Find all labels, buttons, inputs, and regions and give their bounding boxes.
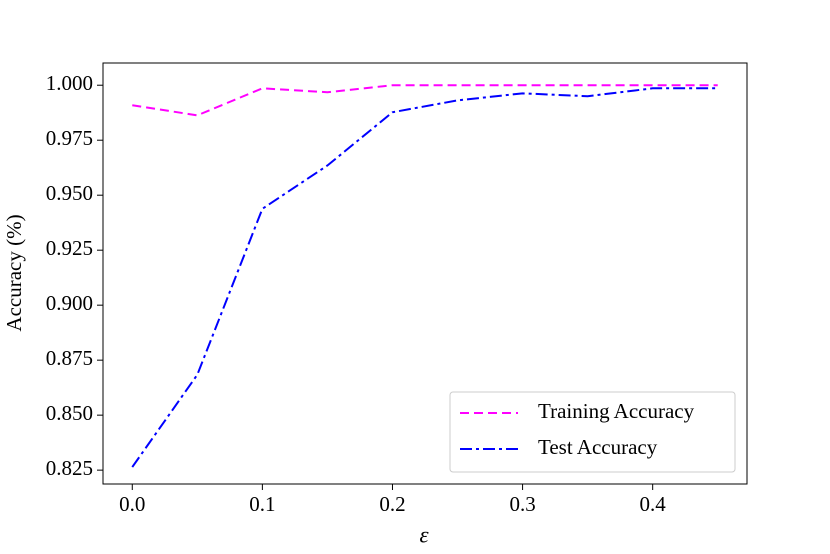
x-tick-label: 0.0 [119,492,145,516]
y-tick-label: 0.925 [46,236,93,260]
y-tick-label: 1.000 [46,71,93,95]
plot-frame [102,62,748,485]
y-tick-label: 0.950 [46,181,93,205]
y-tick-label: 0.975 [46,126,93,150]
x-tick-label: 0.3 [509,492,535,516]
y-tick-label: 0.900 [46,291,93,315]
x-axis-label: ε [419,522,429,547]
y-tick-label: 0.850 [46,401,93,425]
x-tick-label: 0.1 [249,492,275,516]
legend-box [449,391,736,473]
series-line [131,87,718,468]
legend-label: Training Accuracy [538,399,695,423]
y-tick-label: 0.825 [46,456,93,480]
series-line [132,84,718,117]
x-tick-label: 0.4 [640,492,667,516]
y-tick-label: 0.875 [46,346,93,370]
legend-label: Test Accuracy [538,435,658,459]
x-tick-label: 0.2 [379,492,405,516]
y-axis-label: Accuracy (%) [2,214,26,331]
